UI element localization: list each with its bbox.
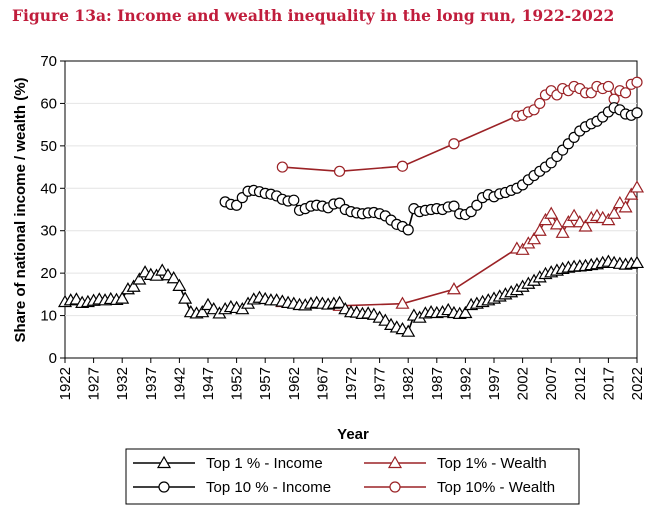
y-tick-label: 0 [49, 350, 57, 367]
legend-label: Top 10% - Wealth [437, 479, 555, 496]
legend-swatch-marker [156, 455, 172, 469]
data-point [578, 219, 593, 232]
data-point [471, 199, 483, 211]
data-point [396, 160, 409, 172]
figure-title: Figure 13a: Income and wealth inequality… [12, 6, 615, 25]
data-point [332, 295, 347, 308]
x-tick-label: 1962 [286, 367, 303, 400]
data-point [195, 304, 210, 318]
data-point [549, 217, 564, 230]
data-point [567, 208, 582, 221]
x-tick-label: 1997 [486, 367, 503, 400]
data-point [629, 180, 645, 193]
x-tick-label: 2012 [572, 367, 589, 400]
series-3 [276, 76, 643, 177]
data-point [527, 231, 542, 245]
data-point [276, 161, 288, 173]
legend-swatch-marker [387, 455, 403, 469]
y-tick-label: 70 [40, 53, 57, 70]
data-point [288, 194, 300, 206]
y-tick-label: 10 [40, 308, 57, 325]
data-point [115, 291, 130, 304]
legend-label: Top 10 % - Income [206, 479, 331, 496]
data-point [231, 199, 243, 211]
data-point [555, 225, 570, 238]
data-point [624, 187, 639, 200]
legend-frame [125, 448, 580, 505]
y-tick-label: 20 [40, 265, 57, 282]
data-point [619, 87, 632, 99]
series-0 [57, 254, 645, 337]
data-point [631, 107, 643, 119]
data-point [458, 305, 473, 319]
legend-item: Top 10 % - Income [133, 479, 331, 496]
data-point [607, 206, 622, 219]
x-tick-label: 1947 [200, 367, 217, 400]
data-point [448, 138, 460, 150]
x-tick-label: 1937 [143, 367, 160, 400]
legend: Top 1 % - Income Top 10 % - Income Top 1% … [125, 448, 580, 505]
data-point [446, 282, 461, 295]
x-tick-label: 1992 [457, 367, 474, 400]
x-tick-label: 1952 [229, 367, 246, 400]
data-point [333, 165, 346, 177]
y-tick-label: 50 [40, 138, 57, 155]
data-point [538, 212, 553, 226]
x-tick-label: 1942 [171, 367, 188, 400]
legend-label: Top 1% - Wealth [437, 455, 547, 472]
data-point [448, 200, 460, 212]
data-point [629, 255, 645, 269]
legend-label: Top 1 % - Income [206, 455, 323, 472]
x-tick-label: 1982 [400, 367, 417, 400]
data-point [166, 271, 181, 284]
legend-swatch-marker [389, 481, 401, 493]
y-tick-label: 60 [40, 95, 57, 112]
data-point [172, 278, 187, 291]
data-point [561, 215, 576, 228]
data-point [515, 242, 530, 255]
data-point [401, 324, 416, 337]
x-tick-label: 1932 [114, 367, 131, 400]
data-point [155, 263, 170, 276]
data-point [534, 97, 546, 110]
data-point [602, 80, 615, 93]
data-point [395, 296, 410, 309]
data-point [132, 272, 147, 285]
x-tick-label: 1972 [343, 367, 360, 400]
y-axis-label: Share of national income / wealth (%) [12, 77, 29, 342]
data-point [631, 76, 643, 88]
legend-swatch-marker [158, 481, 170, 493]
x-tick-label: 2007 [543, 367, 560, 400]
x-tick-label: 2022 [629, 367, 646, 400]
series-1 [219, 102, 643, 236]
x-tick-label: 2002 [515, 367, 532, 400]
x-tick-label: 1927 [86, 367, 103, 400]
x-tick-label: 2017 [600, 367, 617, 400]
data-point [532, 223, 547, 236]
data-point [402, 224, 414, 236]
data-point [544, 206, 559, 219]
y-tick-label: 40 [40, 180, 57, 197]
legend-item: Top 1% - Wealth [364, 455, 547, 472]
data-point [178, 291, 193, 304]
x-tick-label: 1987 [429, 367, 446, 400]
data-point [618, 200, 633, 213]
y-tick-label: 30 [40, 223, 57, 240]
legend-item: Top 10% - Wealth [364, 479, 555, 496]
legend-item: Top 1 % - Income [133, 455, 323, 472]
x-tick-label: 1967 [314, 367, 331, 400]
data-point [126, 279, 141, 292]
x-tick-label: 1922 [57, 367, 74, 400]
data-point [601, 212, 616, 226]
x-tick-label: 1957 [257, 367, 274, 400]
x-tick-label: 1977 [372, 367, 389, 400]
x-axis-label: Year [337, 426, 369, 443]
